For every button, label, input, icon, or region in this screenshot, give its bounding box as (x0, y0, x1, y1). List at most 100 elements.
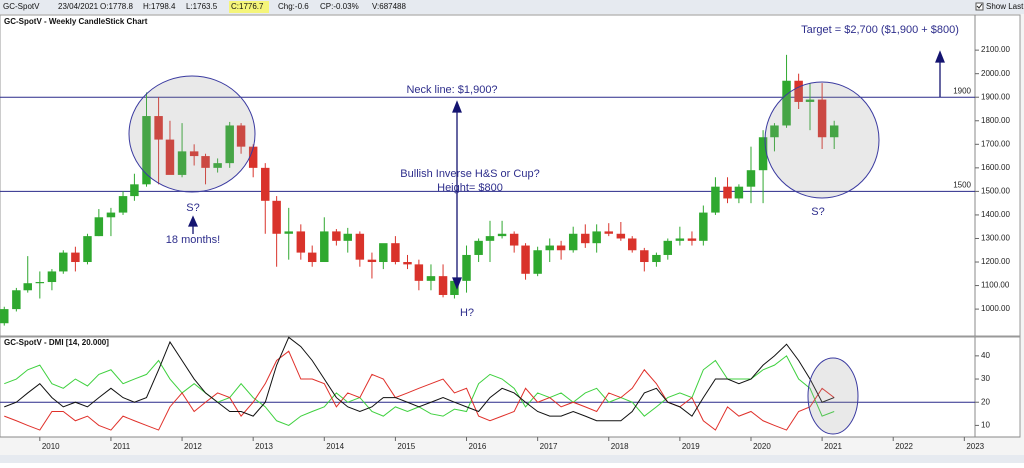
candle-body (521, 245, 530, 274)
candle-body (474, 240, 483, 255)
x-tick-label: 2013 (255, 442, 273, 451)
candle-body (581, 233, 590, 244)
dmi-line (4, 336, 835, 422)
y-tick-label: 1100.00 (981, 281, 1010, 290)
check (976, 3, 983, 9)
candle-body (723, 186, 732, 199)
price-chart: 1000.00 1100.00 1200.00 1300.00 1400.00 1500.… (0, 15, 1010, 336)
candle-body (711, 186, 720, 213)
y-tick-label: 40 (981, 351, 990, 360)
candle-body (296, 231, 306, 253)
y-tick-label: 30 (981, 374, 990, 383)
x-tick-label: 2010 (42, 442, 60, 451)
candle-body (261, 167, 270, 201)
candle-body (592, 231, 601, 244)
level-label: 1500 (953, 181, 971, 190)
y-tick-label: 2100.00 (981, 45, 1010, 54)
candle-body (106, 212, 116, 218)
candle-body (746, 170, 756, 187)
candle-body (367, 259, 377, 263)
y-tick-label: 10 (981, 421, 990, 430)
candle-body (758, 137, 768, 171)
x-tick-label: 2015 (397, 442, 415, 451)
candle-body (189, 151, 199, 157)
candle-body (568, 233, 578, 251)
head-label: H? (460, 307, 474, 319)
y-tick-label: 1400.00 (981, 210, 1010, 219)
neck-label: Neck line: $1,900? (406, 84, 497, 96)
target-label: Target = $2,700 ($1,900 + $800) (801, 24, 959, 36)
candle-body (829, 125, 839, 138)
candle-body (71, 252, 80, 263)
candle-body (533, 250, 542, 274)
candle-body (177, 151, 187, 175)
close-highlight (229, 1, 269, 13)
candle-body (556, 245, 566, 251)
high: H:1798.4 (143, 2, 176, 11)
height-label: Height= $800 (437, 182, 503, 194)
symbol: GC-SpotV (3, 2, 40, 11)
right-shoulder-circle (764, 81, 880, 199)
candle-body (343, 233, 352, 241)
level-label: 1900 (953, 86, 971, 95)
x-tick-label: 2017 (540, 442, 558, 451)
left-shoulder-circle (128, 75, 256, 193)
x-tick-label: 2022 (895, 442, 913, 451)
candle-body (817, 99, 827, 138)
y-tick-label: 1300.00 (981, 234, 1010, 243)
candle-body (225, 125, 234, 164)
bottom-bar (0, 455, 1024, 463)
candle-body (805, 99, 815, 102)
candle-body (130, 184, 139, 197)
x-tick-label: 2019 (682, 442, 700, 451)
candle-body (201, 156, 210, 168)
low: L:1763.5 (186, 2, 218, 11)
candle-body (142, 116, 151, 185)
y-tick-label: 1800.00 (981, 116, 1010, 125)
y-tick-label: 1900.00 (981, 92, 1010, 101)
volume: V:687488 (372, 2, 407, 11)
candle-body (616, 233, 626, 239)
candle-body (462, 254, 471, 281)
candle-body (699, 212, 708, 241)
candle-body (627, 238, 637, 251)
candle-body (545, 245, 554, 251)
candle-body (604, 231, 613, 234)
candle-body (272, 200, 281, 234)
candle-body (35, 282, 45, 284)
x-tick-label: 2014 (326, 442, 344, 451)
candle-body (0, 309, 9, 324)
x-tick-label: 2020 (753, 442, 771, 451)
y-tick-label: 1700.00 (981, 139, 1010, 148)
candle-body (307, 252, 317, 263)
candle-body (12, 290, 21, 310)
candle-body (438, 276, 448, 295)
y-tick-label: 20 (981, 397, 990, 406)
candle-body (284, 231, 293, 234)
candle-body (734, 186, 744, 199)
close: C:1776.7 (231, 2, 264, 11)
candle-body (770, 125, 779, 138)
dmi-line (4, 350, 835, 431)
y-tick-label: 1000.00 (981, 304, 1010, 313)
x-tick-label: 2016 (469, 442, 487, 451)
candle-body (509, 233, 519, 246)
arrows (187, 50, 945, 290)
candle-body (687, 238, 697, 241)
candle-body (23, 283, 32, 291)
y-tick-label: 1200.00 (981, 257, 1010, 266)
candle-body (94, 217, 104, 237)
candle-body (794, 80, 803, 102)
candle-body (332, 231, 341, 241)
duration-label: 18 months! (166, 234, 220, 246)
dmi-panel (0, 336, 1021, 438)
show-last[interactable]: Show Last (986, 2, 1024, 11)
candle-body (47, 271, 57, 283)
candle-body (414, 264, 424, 281)
candle-body (391, 243, 400, 263)
change-pct: CP:-0.03% (320, 2, 359, 11)
candle-body (782, 80, 791, 126)
candle-body (640, 250, 649, 263)
